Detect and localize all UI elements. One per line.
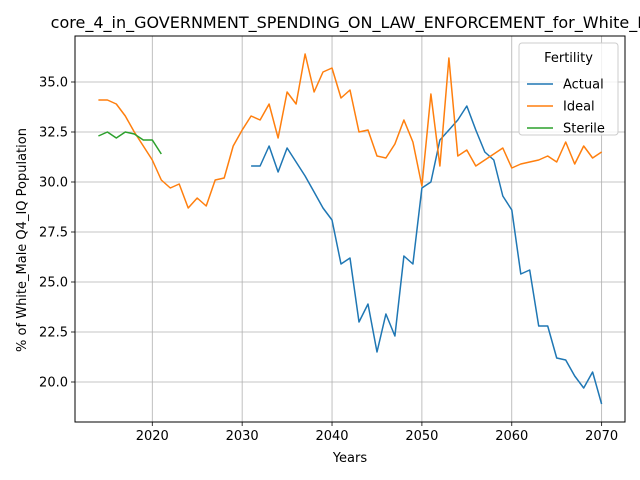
y-axis-label: % of White_Male Q4_IQ Population	[15, 128, 30, 352]
x-tick-label: 2040	[315, 429, 348, 444]
y-tick-label: 27.5	[39, 226, 68, 241]
series-line-ideal	[98, 53, 603, 209]
x-tick-label: 2060	[495, 429, 528, 444]
legend-box	[518, 42, 619, 136]
x-tick-label: 2070	[585, 429, 618, 444]
y-tick-label: 25.0	[39, 276, 68, 291]
x-tick-label: 2030	[226, 429, 259, 444]
y-tick-label: 22.5	[39, 326, 68, 341]
series-group	[98, 53, 603, 405]
plot-frame	[74, 35, 626, 423]
legend: Fertility Actual Ideal Sterile	[518, 42, 619, 137]
axis-ticks: 2020 2030 2040 2050 2060 2070 20.0 22.5 25.0 27.5…	[39, 76, 618, 445]
x-axis-label: Years	[332, 451, 368, 466]
series-line-sterile	[98, 131, 162, 155]
x-tick-label: 2050	[405, 429, 438, 444]
y-tick-label: 32.5	[39, 126, 68, 141]
y-tick-label: 20.0	[39, 376, 68, 391]
legend-label-actual: Actual	[563, 78, 604, 93]
y-tick-label: 30.0	[39, 176, 68, 191]
series-line-actual	[251, 105, 603, 405]
chart-title: core_4_in_GOVERNMENT_SPENDING_ON_LAW_ENF…	[51, 13, 640, 33]
x-tick-label: 2020	[136, 429, 169, 444]
legend-label-ideal: Ideal	[563, 100, 595, 115]
legend-label-sterile: Sterile	[563, 122, 605, 137]
legend-entries: Actual Ideal Sterile	[527, 78, 605, 137]
y-tick-label: 35.0	[39, 76, 68, 91]
legend-title: Fertility	[544, 51, 593, 66]
grid	[75, 36, 625, 422]
